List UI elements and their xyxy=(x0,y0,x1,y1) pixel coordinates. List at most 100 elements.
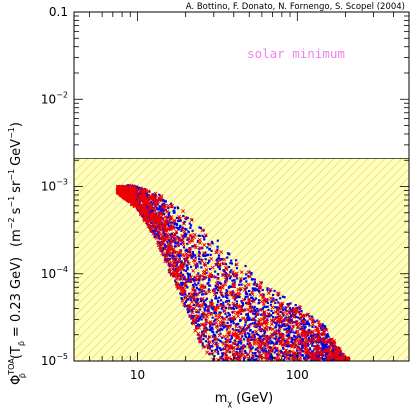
data-point-cross xyxy=(238,308,242,312)
data-point-dot xyxy=(206,328,209,331)
data-point-cross xyxy=(277,314,282,319)
data-point-dot xyxy=(172,267,175,271)
data-point-cross xyxy=(318,332,323,337)
data-point-dot xyxy=(233,279,236,282)
data-point-cross xyxy=(313,358,318,361)
data-point-dot xyxy=(283,328,286,331)
data-point-dot xyxy=(186,266,189,269)
y-label-unit-gev-exp: −1 xyxy=(7,127,16,139)
data-point-cross xyxy=(331,354,335,359)
data-point-dot xyxy=(226,294,229,297)
data-point-cross xyxy=(164,228,169,233)
data-point-cross xyxy=(138,197,143,202)
data-point-dot xyxy=(282,354,285,358)
data-point-dot xyxy=(160,240,163,244)
data-point-cross xyxy=(149,201,154,206)
data-point-dot xyxy=(227,252,230,255)
data-point-dot xyxy=(247,335,250,339)
data-point-dot xyxy=(309,335,312,338)
data-point-cross xyxy=(200,297,205,302)
data-point-cross xyxy=(211,341,216,346)
data-point-dot xyxy=(251,322,254,325)
data-point-dot xyxy=(333,358,336,361)
data-point-cross xyxy=(305,351,310,356)
data-point-cross xyxy=(211,274,216,279)
data-point-cross xyxy=(178,285,183,290)
data-point-dot xyxy=(291,355,294,358)
data-point-dot xyxy=(157,234,160,237)
data-point-cross xyxy=(176,250,181,255)
data-point-dot xyxy=(175,226,178,229)
data-point-dot xyxy=(210,327,213,330)
data-point-cross xyxy=(207,340,212,345)
data-point-dot xyxy=(298,310,301,313)
data-point-cross xyxy=(206,345,211,350)
data-point-cross xyxy=(194,302,199,307)
data-point-dot xyxy=(255,307,259,310)
data-point-dot xyxy=(289,302,292,305)
data-point-dot xyxy=(240,330,243,333)
data-point-cross xyxy=(224,291,229,296)
data-point-dot xyxy=(277,339,280,343)
data-point-dot xyxy=(204,340,208,343)
data-point-dot xyxy=(255,348,258,351)
data-point-cross xyxy=(300,341,305,345)
data-point-cross xyxy=(228,290,233,295)
data-point-cross xyxy=(184,251,189,256)
data-point-dot xyxy=(240,352,243,355)
data-point-dot xyxy=(208,247,212,250)
data-point-cross xyxy=(303,350,308,355)
data-point-dot xyxy=(206,246,209,249)
data-point-dot xyxy=(191,229,194,232)
data-point-dot xyxy=(275,338,278,341)
y-label-unit-sr-exp: −1 xyxy=(7,169,16,181)
data-point-dot xyxy=(173,206,176,209)
data-point-cross xyxy=(266,335,271,340)
data-point-dot xyxy=(240,341,243,344)
data-point-cross xyxy=(264,320,269,325)
y-label-phi-sub: p̄ xyxy=(18,373,27,378)
data-point-dot xyxy=(303,330,306,333)
data-point-dot xyxy=(298,317,301,320)
data-point-dot xyxy=(155,207,159,210)
y-tick-label: 10−5 xyxy=(41,352,68,368)
data-point-cross xyxy=(193,328,198,333)
data-point-dot xyxy=(253,289,256,292)
data-point-dot xyxy=(237,341,240,344)
data-point-dot xyxy=(259,330,263,333)
data-point-cross xyxy=(153,217,158,222)
data-point-cross xyxy=(169,239,174,244)
data-point-dot xyxy=(188,292,191,295)
data-point-dot xyxy=(158,241,161,244)
data-point-dot xyxy=(324,354,327,357)
data-point-dot xyxy=(263,305,266,308)
data-point-cross xyxy=(214,324,219,329)
data-point-dot xyxy=(198,308,202,311)
data-point-dot xyxy=(325,334,329,337)
data-point-cross xyxy=(174,276,179,281)
data-point-cross xyxy=(214,281,219,286)
data-point-cross xyxy=(313,345,318,350)
data-point-dot xyxy=(174,257,177,261)
data-point-cross xyxy=(234,324,239,329)
data-point-dot xyxy=(166,257,169,260)
data-point-dot xyxy=(157,208,160,211)
data-point-cross xyxy=(201,270,206,275)
data-point-dot xyxy=(167,223,170,226)
data-point-cross xyxy=(241,297,246,302)
data-point-cross xyxy=(191,295,196,300)
data-point-dot xyxy=(287,357,290,360)
data-point-cross xyxy=(184,277,189,282)
data-point-cross xyxy=(251,317,256,322)
data-point-cross xyxy=(292,307,297,311)
data-point-dot xyxy=(174,242,177,245)
data-point-dot xyxy=(218,329,222,332)
data-point-dot xyxy=(250,335,253,339)
data-point-cross xyxy=(327,352,332,357)
data-point-cross xyxy=(216,327,220,332)
data-point-dot xyxy=(282,358,286,361)
data-point-dot xyxy=(186,280,189,283)
data-point-dot xyxy=(231,306,235,310)
data-point-dot xyxy=(194,300,197,303)
data-point-cross xyxy=(293,345,298,350)
